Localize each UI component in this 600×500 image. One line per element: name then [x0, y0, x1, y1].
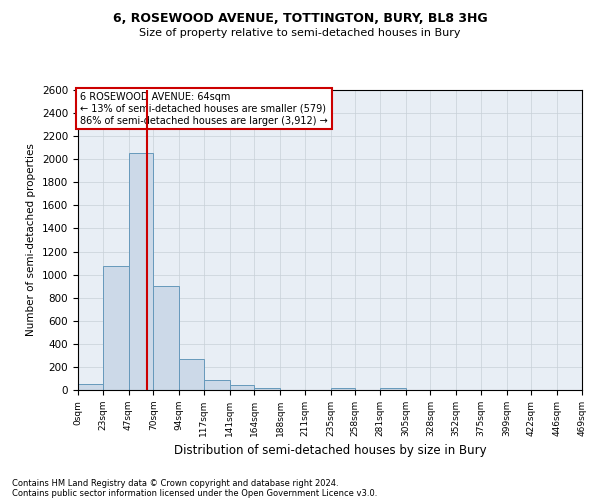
Bar [128, 154, 153, 390]
Text: 6 ROSEWOOD AVENUE: 64sqm
← 13% of semi-detached houses are smaller (579)
86% of : 6 ROSEWOOD AVENUE: 64sqm ← 13% of semi-d… [80, 92, 328, 126]
Text: Contains public sector information licensed under the Open Government Licence v3: Contains public sector information licen… [12, 488, 377, 498]
Text: Size of property relative to semi-detached houses in Bury: Size of property relative to semi-detach… [139, 28, 461, 38]
Y-axis label: Number of semi-detached properties: Number of semi-detached properties [26, 144, 37, 336]
X-axis label: Distribution of semi-detached houses by size in Bury: Distribution of semi-detached houses by … [173, 444, 487, 458]
Bar [254, 388, 280, 390]
Bar [179, 359, 204, 390]
Bar [380, 388, 406, 390]
Text: Contains HM Land Registry data © Crown copyright and database right 2024.: Contains HM Land Registry data © Crown c… [12, 478, 338, 488]
Bar [153, 286, 179, 390]
Bar [331, 388, 355, 390]
Bar [103, 266, 128, 390]
Bar [230, 386, 254, 390]
Bar [204, 380, 230, 390]
Bar [78, 384, 103, 390]
Text: 6, ROSEWOOD AVENUE, TOTTINGTON, BURY, BL8 3HG: 6, ROSEWOOD AVENUE, TOTTINGTON, BURY, BL… [113, 12, 487, 26]
